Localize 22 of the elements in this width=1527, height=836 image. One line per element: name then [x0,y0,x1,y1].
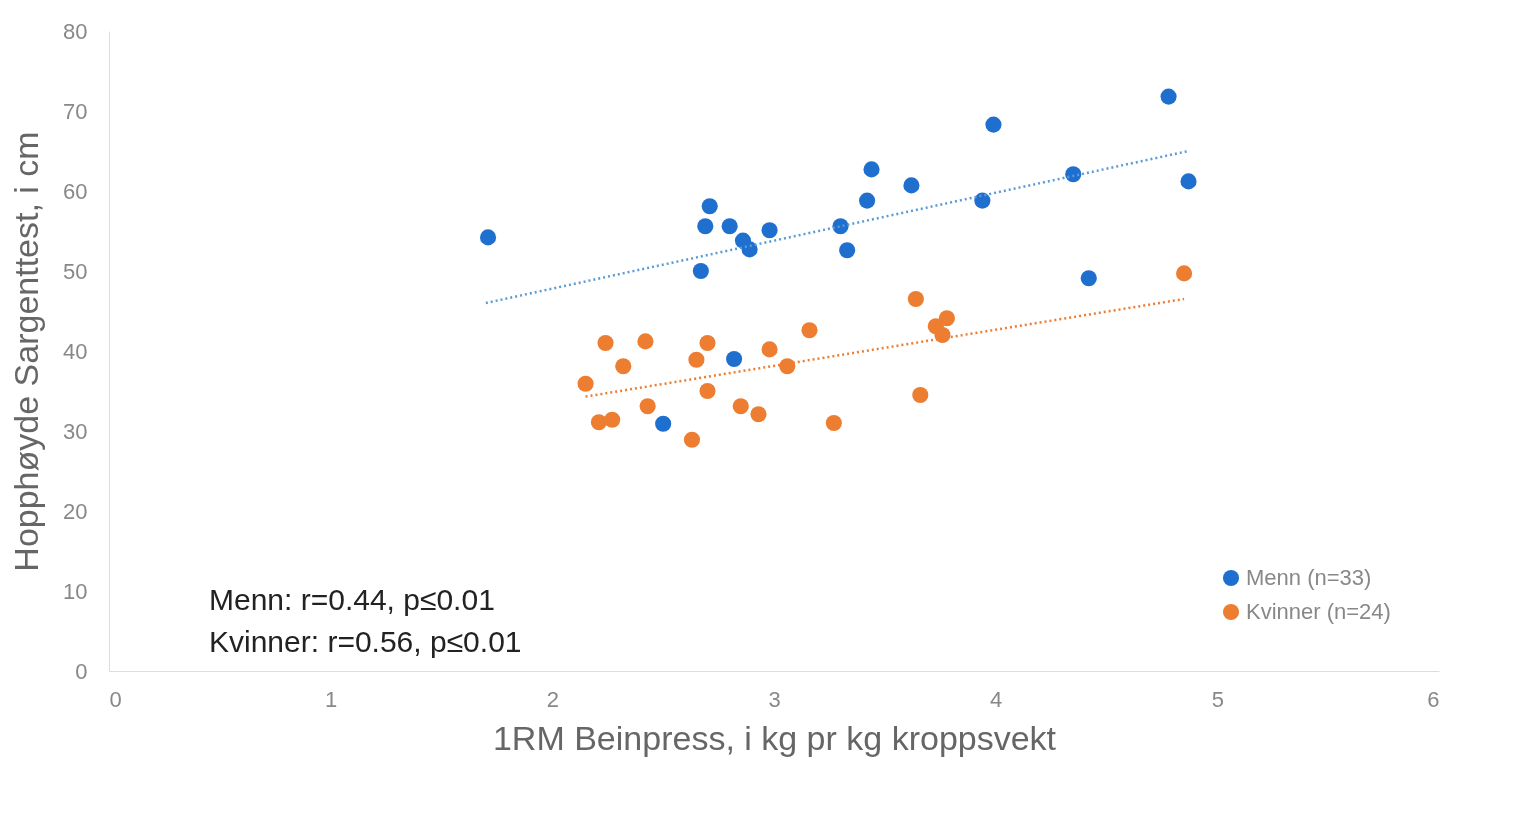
x-tick-label: 5 [1211,686,1224,712]
y-tick-label: 80 [63,18,88,44]
y-axis-title: Hopphøyde Sargenttest, i cm [7,131,46,572]
x-tick-label: 2 [546,686,559,712]
x-tick-label: 3 [768,686,781,712]
y-tick-label: 10 [63,578,88,604]
y-tick-label: 60 [63,178,88,204]
x-tick-label: 4 [990,686,1003,712]
x-axis-title: 1RM Beinpress, i kg pr kg kroppsvekt [492,718,1057,757]
x-tick-label: 1 [325,686,338,712]
annotation: Kvinner: r=0.56, p≤0.01 [209,625,522,658]
y-tick-label: 0 [75,658,88,684]
x-tick-label: 6 [1427,686,1440,712]
y-tick-label: 20 [63,498,88,524]
annotation: Menn: r=0.44, p≤0.01 [209,583,495,616]
y-tick-label: 30 [63,418,88,444]
y-tick-label: 40 [63,338,88,364]
y-tick-label: 70 [63,98,88,124]
x-tick-label: 0 [109,686,122,712]
legend-label: Kvinner (n=24) [1246,599,1391,624]
y-tick-label: 50 [63,258,88,284]
legend-label: Menn (n=33) [1246,565,1372,590]
